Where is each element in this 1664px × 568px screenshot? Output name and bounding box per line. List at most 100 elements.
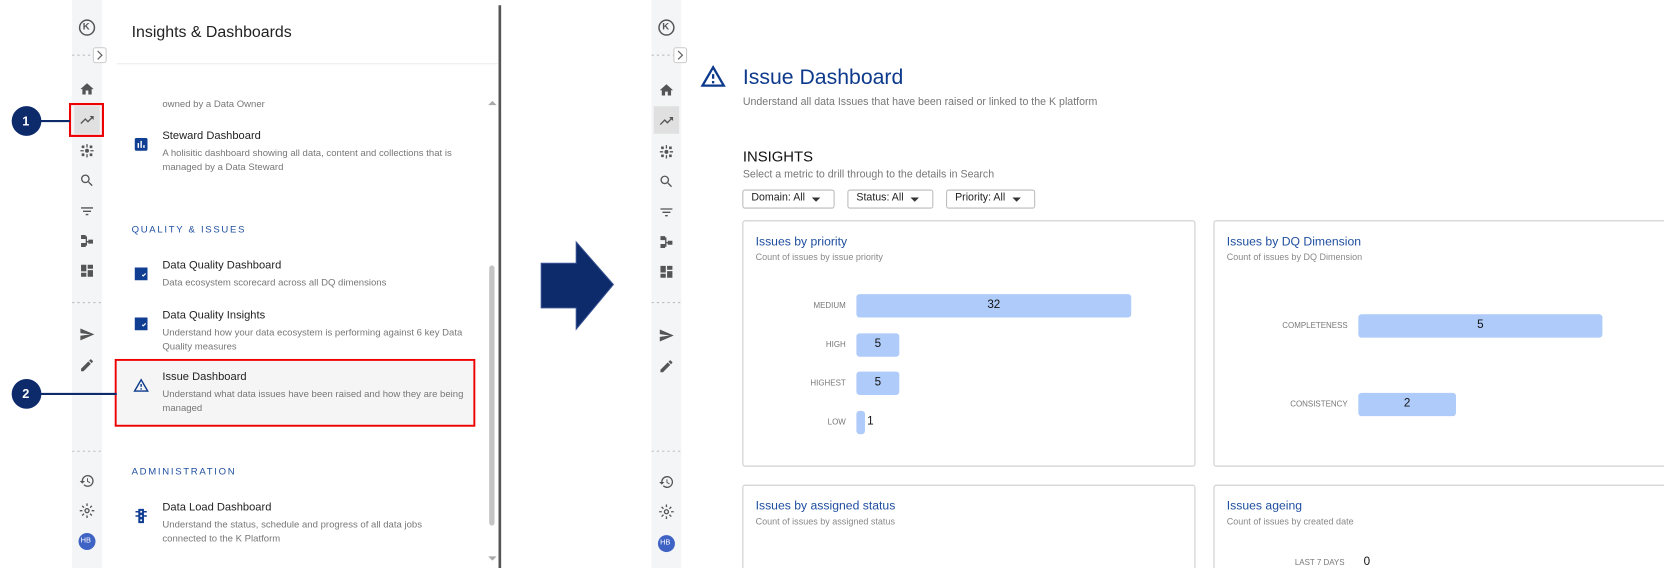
nav-icon [659,84,674,96]
nav-icon [81,174,93,187]
bar-label: LAST 7 DAYS [1294,557,1345,567]
item-icon [133,378,149,392]
dropdown-caret [811,197,821,202]
bar-label: COMPLETENESS [1282,320,1348,331]
bar-label: CONSISTENCY [1290,399,1348,409]
bar [1358,392,1456,417]
card-title[interactable]: Issues by assigned status [755,500,896,513]
logo-ring [658,19,675,36]
bar [856,294,1132,318]
nav-icon [80,144,94,158]
avatar-initials: HB [80,537,91,545]
icon-detail [140,514,143,517]
nav-icon [81,207,93,216]
avatar [657,535,675,553]
filter-label[interactable]: Priority: All [955,192,1006,204]
filter-button [946,189,1036,209]
panel-title: Insights & Dashboards [131,23,292,42]
expand-button [92,47,107,64]
item-icon [134,267,148,281]
bar-value: 0 [1363,555,1371,568]
nav-icon [80,328,95,341]
item-description: Data ecosystem scorecard across all DQ d… [162,277,387,288]
logo: K [662,21,670,32]
avatar-initials: HB [660,539,671,547]
active-nav [653,106,680,134]
item-title[interactable]: Data Quality Insights [162,308,266,322]
section-heading: ADMINISTRATION [131,466,237,477]
card [1213,220,1664,467]
callout-badge [11,106,42,136]
nav-icon [81,359,93,372]
bar-value: 1 [867,415,874,428]
item-icon [134,317,148,331]
card [742,220,1196,467]
nav-icon [660,208,673,217]
section-heading: INSIGHTS [742,147,814,165]
side-rail [72,0,102,568]
filter-label[interactable]: Status: All [856,192,904,204]
card-title[interactable]: Issues by DQ Dimension [1226,235,1362,249]
chevron [97,50,103,60]
transition-arrow [540,240,615,331]
icon-detail [140,519,143,522]
card-subtitle: Count of issues by DQ Dimension [1226,251,1363,263]
bar-label: MEDIUM [813,300,846,311]
scrollbar-thumb [489,265,495,526]
nav-icon [79,503,95,518]
bar-value: 2 [1403,397,1411,410]
nav-icon [80,83,94,95]
callout-number: 2 [22,386,30,402]
logo: K [82,21,90,32]
bar-label: LOW [827,417,846,427]
item-title[interactable]: Data Load Dashboard [162,501,272,514]
filter-label[interactable]: Domain: All [751,192,806,204]
page-subtitle: Understand all data Issues that have bee… [742,96,1098,109]
card [742,484,1196,568]
item-description: Understand how your data ecosystem is pe… [162,327,463,352]
dropdown-caret [1012,197,1021,202]
bar [1358,314,1603,338]
item-title[interactable]: Issue Dashboard [162,370,247,384]
filter-button [847,189,934,209]
expand-button [673,47,688,64]
bar-label: HIGH [825,339,846,350]
nav-icon [659,504,674,520]
bar-label: HIGHEST [810,377,846,388]
scroll-up [488,100,497,106]
nav-icon [659,476,674,488]
nav-icon [659,145,674,159]
card-subtitle: Count of issues by issue priority [755,251,883,263]
item-description: Understand what data issues have been ra… [162,388,464,414]
section-subtitle: Select a metric to drill through to the … [742,168,995,181]
nav-icon [80,115,94,124]
bar-value: 5 [1477,318,1484,332]
bar-value: 5 [874,375,882,389]
avatar [78,532,96,550]
item-description: Understand the status, schedule and prog… [162,519,422,544]
section-heading: QUALITY & ISSUES [131,224,247,235]
dropdown-caret [910,197,919,202]
nav-icon [659,117,674,126]
bar [856,371,900,395]
side-rail [651,0,682,568]
item-title[interactable]: Steward Dashboard [162,129,261,143]
nav-icon [660,175,673,188]
card-title[interactable]: Issues ageing [1226,500,1303,513]
bar [856,410,865,435]
item-title[interactable]: Data Quality Dashboard [162,259,282,272]
selected-item [114,358,476,427]
page-title: Issue Dashboard [742,65,904,90]
nav-icon [660,360,673,373]
callout-badge [11,379,42,409]
card-title[interactable]: Issues by priority [755,235,848,249]
card-subtitle: Count of issues by created date [1226,515,1354,527]
card-subtitle: Count of issues by assigned status [755,515,895,527]
chevron [677,50,684,60]
bar-value: 5 [874,337,882,351]
nav-icon [660,236,673,249]
bar [856,333,900,357]
